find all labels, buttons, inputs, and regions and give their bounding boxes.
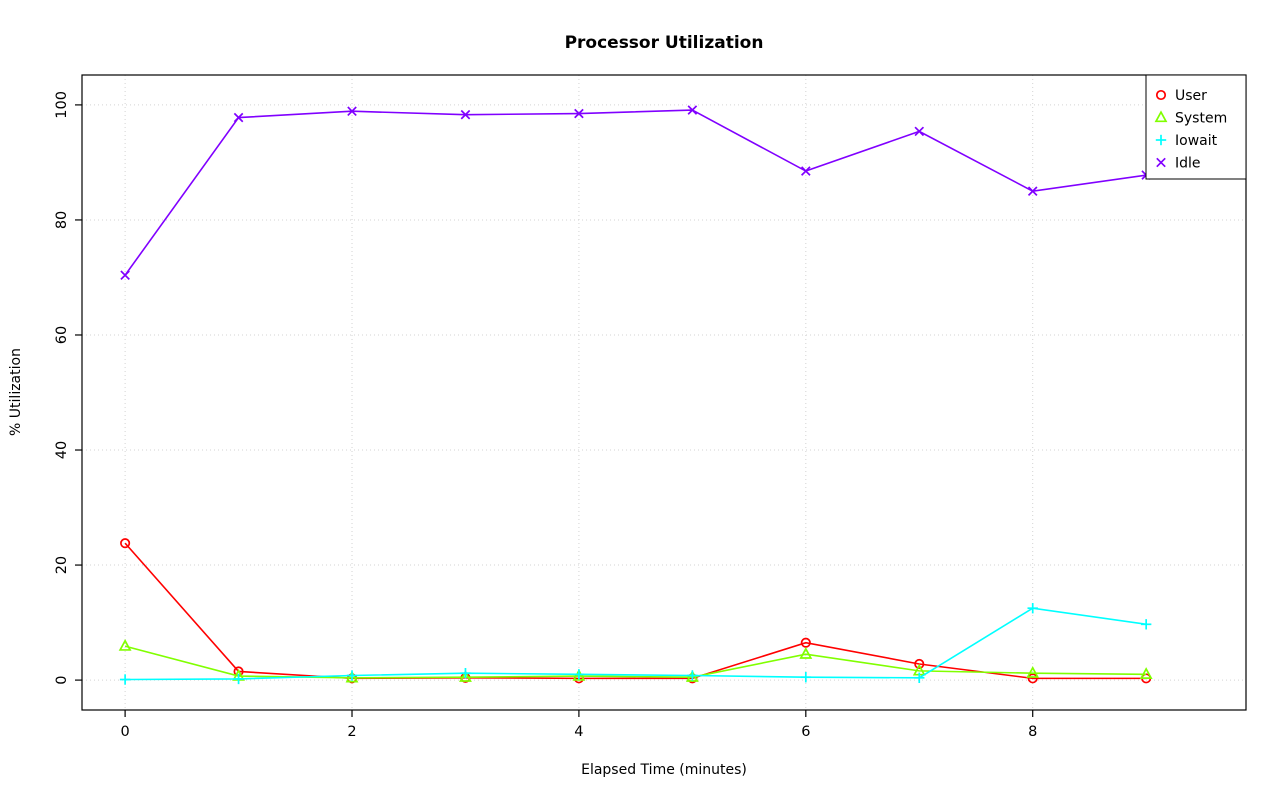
y-tick-label: 80 xyxy=(54,211,70,229)
legend: User System Iowait Idle xyxy=(1145,74,1247,180)
x-tick-label: 2 xyxy=(347,724,356,740)
grid xyxy=(82,75,1246,710)
x-axis-label: Elapsed Time (minutes) xyxy=(581,762,747,778)
series-idle-line xyxy=(124,109,1147,276)
legend-label-iowait: Iowait xyxy=(1175,133,1218,149)
x-tick-label: 8 xyxy=(1028,724,1037,740)
legend-label-system: System xyxy=(1175,111,1227,127)
y-tick-label: 40 xyxy=(54,441,70,459)
y-tick-label: 100 xyxy=(54,91,70,119)
series-iowait xyxy=(119,602,1152,685)
x-tick-label: 0 xyxy=(120,724,129,740)
y-tick-label: 20 xyxy=(54,556,70,574)
series-user-line xyxy=(124,542,1147,680)
x-tick-label: 6 xyxy=(801,724,810,740)
legend-label-idle: Idle xyxy=(1175,156,1201,172)
chart-title: Processor Utilization xyxy=(564,33,764,53)
y-tick-label: 60 xyxy=(54,326,70,344)
series-user xyxy=(120,538,1152,684)
legend-label-user: User xyxy=(1175,88,1207,104)
x-tick-label: 4 xyxy=(574,724,583,740)
series-iowait-line xyxy=(125,607,1147,681)
series-system-line xyxy=(124,645,1147,679)
y-tick-label: 0 xyxy=(54,675,70,684)
series-idle xyxy=(120,105,1151,280)
